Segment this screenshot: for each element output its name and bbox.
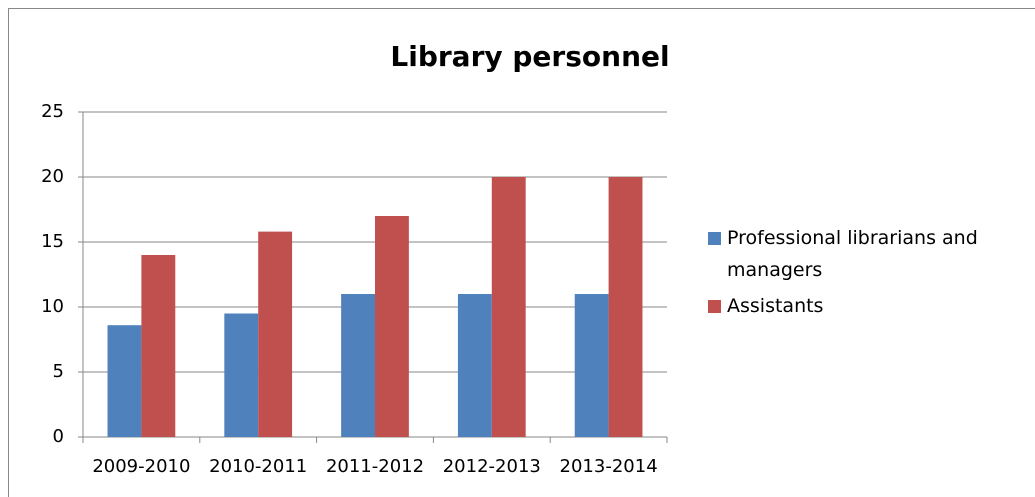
chart-border bbox=[8, 8, 1035, 497]
legend-entry: Assistants bbox=[708, 290, 1028, 322]
bar bbox=[107, 325, 142, 437]
bar bbox=[491, 177, 526, 437]
x-tick-label: 2013-2014 bbox=[560, 456, 658, 477]
legend-entry: Professional librarians and managers bbox=[708, 222, 1028, 286]
bar bbox=[574, 294, 609, 437]
bar bbox=[258, 231, 293, 437]
bar bbox=[457, 294, 492, 437]
legend-swatch bbox=[708, 232, 721, 245]
y-tick-label: 25 bbox=[41, 101, 64, 122]
x-tick-label: 2010-2011 bbox=[209, 456, 307, 477]
legend: Professional librarians and managers Assi… bbox=[708, 222, 1028, 326]
legend-label: Assistants bbox=[727, 295, 824, 317]
x-tick-label: 2011-2012 bbox=[326, 456, 424, 477]
y-tick-label: 0 bbox=[53, 426, 64, 447]
bar bbox=[224, 313, 259, 437]
bar bbox=[141, 255, 176, 437]
x-tick-label: 2012-2013 bbox=[443, 456, 541, 477]
y-tick-label: 15 bbox=[41, 231, 64, 252]
x-tick-label: 2009-2010 bbox=[92, 456, 190, 477]
chart-title: Library personnel bbox=[390, 40, 669, 73]
bar bbox=[341, 294, 375, 437]
y-tick-label: 5 bbox=[53, 361, 64, 382]
legend-label: Professional librarians and managers bbox=[727, 227, 978, 281]
bar bbox=[375, 216, 409, 437]
y-tick-label: 20 bbox=[41, 166, 64, 187]
legend-swatch bbox=[708, 300, 721, 313]
bar bbox=[608, 177, 643, 437]
y-tick-label: 10 bbox=[41, 296, 64, 317]
